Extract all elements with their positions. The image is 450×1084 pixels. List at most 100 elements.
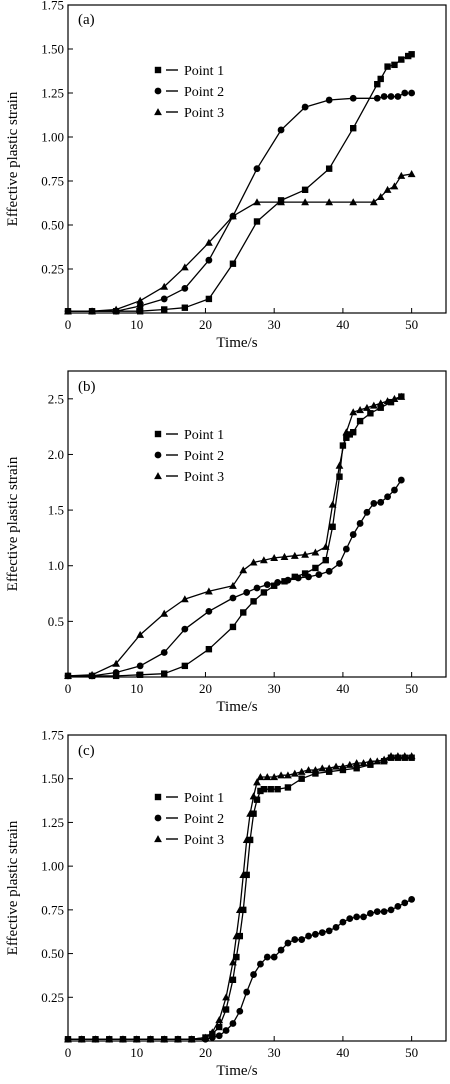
y-tick-label: 0.25 (41, 262, 64, 277)
y-tick-label: 0.50 (41, 946, 64, 961)
data-point (318, 764, 327, 772)
legend: Point 1 Point 2 Point 3 (154, 791, 224, 848)
legend-entry: Point 1 (184, 64, 224, 79)
data-point (377, 404, 384, 411)
data-point (242, 836, 251, 844)
x-axis-title: Time/s (216, 1063, 257, 1079)
data-point (291, 936, 299, 943)
data-point (305, 932, 312, 940)
data-point (277, 946, 285, 954)
data-point (349, 531, 357, 538)
chart-panel-1: (a) 0 10 20 30 40 50 0.25 0.50 0.75 1.00 1.25 1.50 1.… (5, 0, 447, 351)
data-point (336, 473, 343, 480)
data-point (342, 428, 351, 436)
data-point (408, 51, 415, 58)
data-point (322, 556, 329, 564)
data-point (350, 429, 357, 436)
data-point (277, 126, 285, 134)
data-point (387, 93, 395, 100)
data-point (250, 810, 257, 817)
series-3 (64, 752, 416, 1043)
data-point (312, 564, 319, 572)
data-point (339, 442, 347, 449)
plot-frame (67, 4, 447, 314)
data-point (373, 94, 381, 102)
data-point (336, 560, 343, 567)
data-point (387, 906, 395, 914)
data-point (394, 902, 402, 910)
y-tick-label: 0.75 (41, 174, 64, 189)
data-point (201, 1033, 210, 1041)
y-axis-title: Effective plastic strain (5, 820, 21, 955)
data-point (222, 1027, 230, 1034)
data-point (387, 398, 395, 406)
legend-marker (154, 451, 162, 459)
data-point (328, 500, 337, 508)
data-point (367, 410, 374, 417)
x-tick-label: 30 (268, 1045, 281, 1060)
data-point (270, 554, 279, 562)
data-point (301, 186, 309, 193)
legend-marker (154, 66, 162, 74)
data-point (257, 787, 264, 795)
data-point (105, 1035, 114, 1043)
data-point (146, 1035, 155, 1043)
data-point (301, 570, 309, 577)
data-point (239, 566, 248, 574)
legend-marker (154, 430, 162, 438)
data-point (253, 165, 261, 173)
data-point (257, 960, 264, 968)
data-point (353, 765, 360, 772)
data-point (253, 584, 261, 592)
legend-marker (154, 793, 162, 801)
data-point (408, 89, 416, 97)
data-point (383, 185, 392, 193)
data-point (235, 905, 244, 913)
legend-marker (154, 472, 162, 480)
data-point (249, 558, 258, 566)
y-tick-label: 1.25 (41, 86, 64, 101)
data-point (229, 594, 237, 602)
data-point (408, 895, 416, 903)
data-point (356, 417, 364, 425)
data-point (205, 607, 213, 615)
data-point (353, 913, 361, 921)
data-point (369, 198, 378, 206)
x-tick-label: 0 (65, 317, 72, 332)
series-1 (64, 51, 415, 315)
data-point (339, 918, 347, 926)
data-point (91, 1035, 100, 1043)
data-point (181, 304, 189, 311)
data-point (393, 752, 402, 760)
data-point (325, 567, 333, 575)
data-point (263, 773, 272, 781)
y-tick-label: 2.0 (48, 447, 64, 462)
y-tick-label: 0.5 (48, 614, 64, 629)
y-tick-label: 1.5 (48, 503, 64, 518)
data-point (398, 56, 405, 63)
data-point (360, 913, 367, 921)
data-point (325, 764, 334, 772)
data-point (312, 930, 319, 938)
x-tick-label: 30 (268, 681, 281, 696)
data-point (204, 238, 213, 246)
series-line (68, 479, 402, 677)
data-point (301, 550, 310, 558)
data-point (376, 399, 385, 407)
data-point (335, 461, 344, 469)
data-point (253, 778, 261, 786)
data-point (136, 630, 145, 638)
series-line (67, 395, 402, 677)
data-point (253, 796, 261, 803)
data-point (136, 308, 144, 315)
data-point (339, 762, 347, 770)
data-point (380, 755, 389, 763)
data-point (112, 659, 121, 667)
y-tick-label: 0.25 (41, 990, 64, 1005)
data-point (205, 295, 213, 303)
data-point (304, 766, 313, 774)
legend-entry: Point 2 (184, 812, 224, 827)
data-point (342, 545, 350, 553)
y-tick-label: 1.00 (41, 130, 64, 145)
